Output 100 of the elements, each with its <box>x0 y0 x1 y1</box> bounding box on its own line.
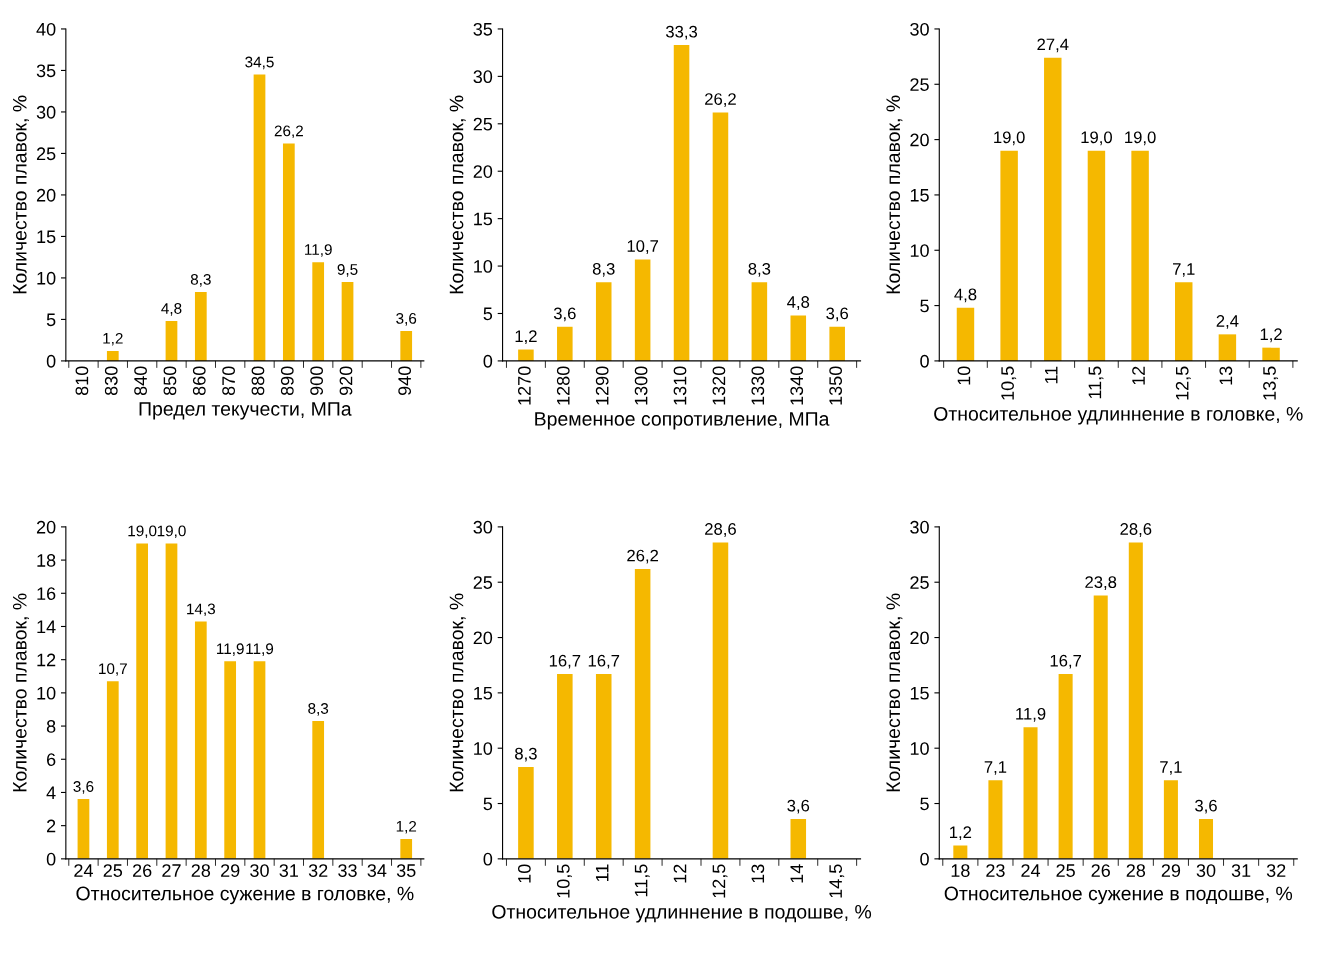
bar <box>282 143 295 361</box>
y-tick-label: 10 <box>474 260 493 273</box>
x-tick-label: 26 <box>1091 864 1110 877</box>
x-tick-label: 25 <box>1056 864 1075 877</box>
y-axis-title: Количество плавок, % <box>449 593 466 792</box>
x-axis-title: Предел текучести, МПа <box>139 402 352 420</box>
data-label: 11,9 <box>217 643 244 656</box>
y-tick-label: 20 <box>910 133 929 147</box>
y-tick-label: 15 <box>474 212 493 226</box>
y-tick-label: 15 <box>474 686 493 700</box>
y-tick-label: 20 <box>36 520 56 534</box>
y-tick-label: 8 <box>46 720 56 733</box>
data-label: 3,6 <box>826 307 849 322</box>
x-tick-label: 1270 <box>517 366 531 405</box>
data-label: 33,3 <box>665 25 698 40</box>
data-label: 8,3 <box>515 747 537 762</box>
bar <box>1218 334 1237 361</box>
x-tick-label: 23 <box>986 864 1005 877</box>
bar <box>634 568 651 859</box>
data-label: 4,8 <box>161 303 182 316</box>
bar <box>1131 150 1149 361</box>
y-tick-label: 15 <box>37 230 56 244</box>
bar <box>557 674 573 859</box>
data-label: 2,4 <box>1216 315 1239 329</box>
y-tick-label: 0 <box>920 354 929 368</box>
x-tick-label: 30 <box>250 864 269 877</box>
y-tick-label: 18 <box>37 554 56 567</box>
bar <box>1023 727 1038 859</box>
x-tick-label: 940 <box>398 366 412 396</box>
y-tick-label: 5 <box>46 313 56 327</box>
bar <box>712 112 729 361</box>
data-label: 28,6 <box>705 523 736 537</box>
x-tick-label: 11 <box>595 864 609 882</box>
data-label: 3,6 <box>396 313 417 326</box>
y-tick-label: 0 <box>920 852 929 866</box>
y-axis-title: Количество плавок, % <box>12 593 29 792</box>
data-label: 14,3 <box>187 603 216 617</box>
data-label: 19,0 <box>128 525 157 539</box>
bar <box>1128 542 1143 859</box>
data-label: 8,3 <box>592 262 615 277</box>
data-label: 7,1 <box>984 761 1007 775</box>
x-tick-label: 28 <box>1126 864 1146 877</box>
data-label: 3,6 <box>1195 799 1217 814</box>
bar <box>595 674 612 859</box>
x-tick-label: 1340 <box>790 366 804 405</box>
y-tick-label: 16 <box>37 587 56 600</box>
x-tick-label: 35 <box>396 864 416 877</box>
data-label: 10,7 <box>99 663 127 676</box>
x-tick-label: 13 <box>1219 366 1233 385</box>
x-tick-label: 870 <box>222 366 236 396</box>
x-tick-label: 1300 <box>634 366 648 405</box>
x-tick-label: 33 <box>338 864 357 877</box>
y-tick-label: 0 <box>46 354 56 368</box>
y-tick-label: 15 <box>910 189 929 202</box>
y-axis-title: Количество плавок, % <box>886 593 903 792</box>
y-axis-title: Количество плавок, % <box>886 95 903 294</box>
x-tick-label: 32 <box>308 864 328 877</box>
bar <box>106 350 119 361</box>
x-tick-label: 880 <box>251 366 265 396</box>
y-tick-label: 30 <box>910 22 929 36</box>
data-label: 3,6 <box>553 307 576 322</box>
data-label: 16,7 <box>588 654 620 669</box>
x-axis-title: Временное сопротивление, МПа <box>535 412 830 430</box>
y-tick-label: 10 <box>910 244 929 257</box>
y-tick-label: 0 <box>483 354 493 368</box>
data-label: 26,2 <box>705 93 736 107</box>
bar <box>312 262 325 361</box>
x-axis-title: Относительное удлиннение в головке, % <box>934 406 1303 425</box>
y-tick-label: 5 <box>483 307 493 321</box>
data-label: 7,1 <box>1173 263 1195 277</box>
x-tick-label: 18 <box>951 864 970 877</box>
x-tick-label: 850 <box>163 366 177 396</box>
x-tick-label: 24 <box>1021 864 1041 877</box>
bar <box>956 307 975 361</box>
x-tick-label: 840 <box>134 366 147 396</box>
bar <box>988 780 1003 859</box>
y-tick-label: 12 <box>37 653 56 667</box>
data-label: 19,0 <box>1125 131 1156 146</box>
data-label: 34,5 <box>245 56 274 70</box>
x-tick-label: 31 <box>279 864 299 877</box>
x-axis-title: Относительное сужение в головке, % <box>76 886 414 905</box>
y-tick-label: 10 <box>37 686 56 700</box>
bar <box>1262 347 1280 361</box>
x-axis-title: Относительное сужение в подошве, % <box>944 886 1293 905</box>
data-label: 28,6 <box>1120 523 1152 537</box>
x-tick-label: 1310 <box>673 366 687 405</box>
y-tick-label: 35 <box>473 22 493 36</box>
x-tick-label: 1330 <box>751 366 765 405</box>
data-label: 7,1 <box>1160 761 1182 775</box>
y-tick-label: 5 <box>920 299 929 313</box>
bar <box>253 661 266 859</box>
data-label: 8,3 <box>748 262 771 277</box>
data-label: 16,7 <box>549 654 581 669</box>
x-tick-label: 34 <box>367 864 387 877</box>
x-tick-label: 1290 <box>595 366 609 405</box>
x-tick-label: 1320 <box>712 366 726 405</box>
x-axis-title: Относительное удлиннение в подошве, % <box>492 904 872 923</box>
bar <box>1093 595 1108 859</box>
x-tick-label: 10,5 <box>556 864 572 898</box>
x-tick-label: 12 <box>673 864 687 883</box>
